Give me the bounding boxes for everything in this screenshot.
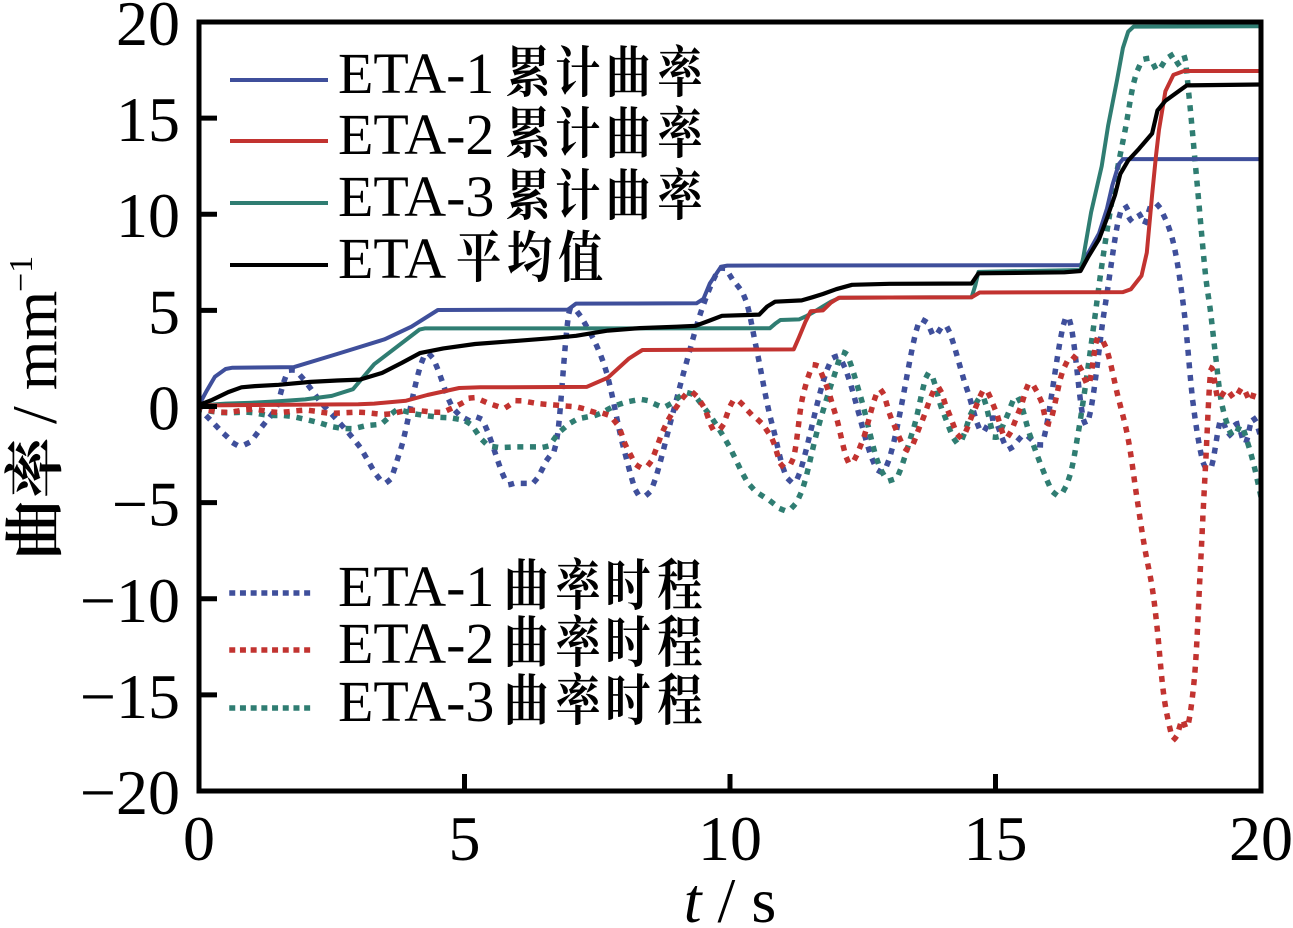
svg-text:20: 20 bbox=[116, 0, 180, 59]
svg-text:t / s: t / s bbox=[684, 865, 776, 928]
svg-text:20: 20 bbox=[1229, 803, 1293, 874]
svg-text:15: 15 bbox=[964, 803, 1028, 874]
svg-text:−20: −20 bbox=[80, 757, 180, 828]
svg-text:−10: −10 bbox=[80, 565, 180, 636]
svg-text:ETA-2: ETA-2 bbox=[338, 102, 494, 167]
svg-text:ETA-3: ETA-3 bbox=[338, 164, 494, 229]
svg-text:ETA-2: ETA-2 bbox=[338, 611, 494, 676]
svg-text:ETA-1: ETA-1 bbox=[338, 41, 494, 106]
svg-text:15: 15 bbox=[116, 84, 180, 155]
svg-text:5: 5 bbox=[449, 803, 481, 874]
svg-text:5: 5 bbox=[148, 276, 180, 347]
svg-text:ETA-3: ETA-3 bbox=[338, 669, 494, 734]
svg-text:/ mm: / mm bbox=[0, 291, 70, 424]
svg-text:ETA: ETA bbox=[338, 226, 446, 291]
svg-text:10: 10 bbox=[698, 803, 762, 874]
svg-text:0: 0 bbox=[148, 373, 180, 444]
svg-text:10: 10 bbox=[116, 180, 180, 251]
svg-text:−1: −1 bbox=[3, 256, 40, 292]
svg-text:−5: −5 bbox=[112, 469, 180, 540]
svg-text:−15: −15 bbox=[80, 661, 180, 732]
svg-text:ETA-1: ETA-1 bbox=[338, 554, 494, 619]
svg-text:0: 0 bbox=[183, 803, 215, 874]
